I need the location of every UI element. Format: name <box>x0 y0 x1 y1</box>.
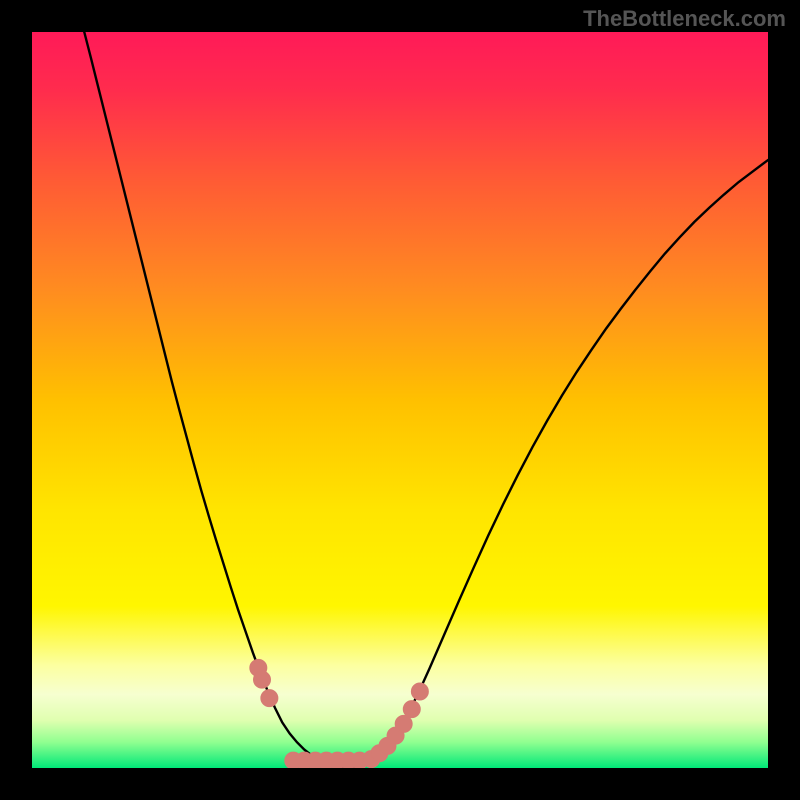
chart-root: TheBottleneck.com <box>0 0 800 800</box>
marker-left <box>261 690 278 707</box>
marker-right <box>411 683 428 700</box>
marker-right <box>403 701 420 718</box>
plot-background <box>32 32 768 768</box>
marker-left <box>254 671 271 688</box>
plot-area <box>32 32 768 768</box>
marker-right <box>395 715 412 732</box>
watermark-text: TheBottleneck.com <box>583 6 786 32</box>
